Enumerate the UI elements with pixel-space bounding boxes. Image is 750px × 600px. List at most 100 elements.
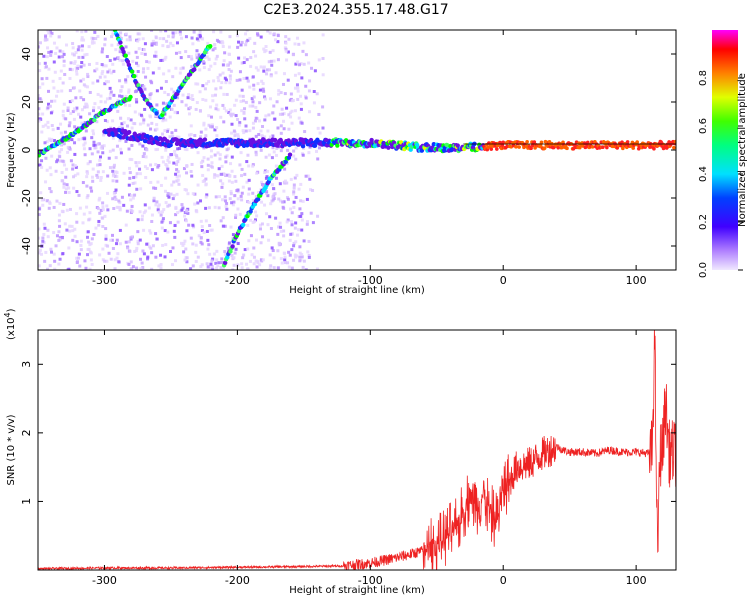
speckle [294,62,298,66]
speckle [298,63,302,67]
speckle [127,88,131,92]
feature-point [386,145,391,150]
colorbar-ticks: 0.00.20.40.60.8 [698,70,743,278]
speckle [172,229,176,233]
speckle [266,129,270,133]
speckle [251,126,255,130]
speckle [256,260,260,264]
speckle [222,106,226,110]
speckle [209,267,213,270]
speckle [92,143,96,147]
speckle [290,211,294,215]
speckle [202,121,206,125]
speckle [40,130,44,134]
speckle [185,256,189,260]
speckle [118,201,122,205]
feature-point [165,139,170,144]
speckle [267,60,271,64]
speckle [293,176,297,180]
speckle [268,267,272,270]
speckle [300,121,304,125]
speckle [151,71,155,75]
speckle [166,230,170,234]
speckle [262,66,266,70]
speckle [110,238,114,242]
speckle [103,37,107,41]
speckle [267,238,271,242]
speckle [180,203,184,207]
speckle [279,225,283,229]
speckle [38,41,42,45]
speckle [61,81,65,85]
speckle [184,247,188,251]
speckle [116,43,120,47]
speckle [182,167,186,171]
speckle [94,226,98,230]
speckle [38,107,41,111]
speckle [271,146,275,150]
speckle [128,166,132,170]
speckle [136,39,140,43]
speckle [125,124,129,128]
feature-point [272,137,278,143]
speckle [84,102,88,106]
speckle [108,166,112,170]
feature-point [255,197,261,202]
speckle [316,126,320,130]
speckle [199,161,203,165]
speckle [93,69,97,73]
speckle [270,63,274,67]
speckle [52,60,56,64]
speckle [195,49,199,53]
speckle [199,135,203,139]
speckle [239,43,243,47]
speckle [290,248,294,252]
speckle [73,234,77,238]
speckle [274,153,278,157]
speckle [213,62,217,66]
speckle [106,80,110,84]
speckle [95,120,99,124]
speckle [92,232,96,236]
speckle [51,79,55,83]
speckle [255,171,259,175]
x-tick-label: 100 [626,274,647,287]
speckle [204,219,208,223]
colorbar-tick-label: 0.6 [698,118,709,134]
speckle [43,141,47,145]
speckle [98,155,102,159]
speckle [269,202,273,206]
speckle [235,78,239,82]
speckle [173,152,177,156]
speckle [74,51,78,55]
speckle [161,44,165,48]
speckle [168,203,172,207]
speckle [71,238,75,242]
speckle [106,70,110,74]
speckle [321,73,325,77]
speckle [229,69,233,73]
speckle [166,193,170,197]
speckle [155,123,159,127]
speckle [265,72,269,76]
speckle [218,157,222,161]
speckle [76,48,80,52]
speckle [140,131,144,135]
speckle [143,203,147,207]
speckle [47,206,51,210]
speckle [282,127,286,131]
speckle [278,112,282,116]
speckle [263,97,267,101]
speckle [171,197,175,201]
speckle [101,47,105,51]
speckle [61,179,65,183]
speckle [62,182,66,186]
speckle [171,35,175,39]
speckle [47,67,51,71]
speckle [54,169,58,173]
speckle [81,181,85,185]
speckle [260,180,264,184]
speckle [41,112,45,116]
speckle [243,107,247,111]
